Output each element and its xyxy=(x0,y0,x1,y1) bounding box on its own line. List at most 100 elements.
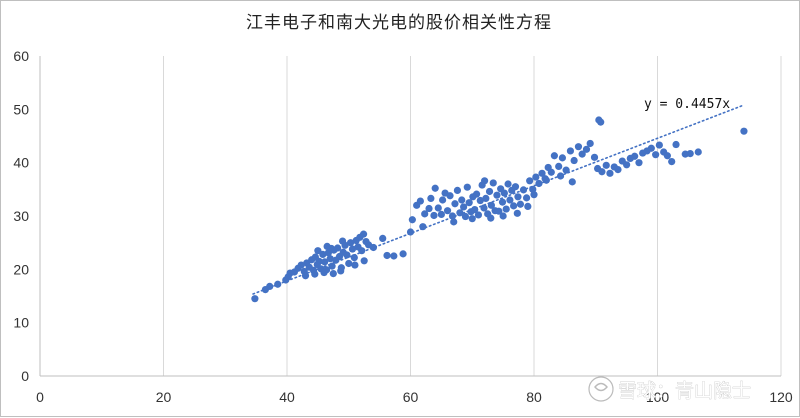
data-point xyxy=(493,191,501,199)
data-point xyxy=(360,257,368,265)
data-point xyxy=(319,250,327,258)
data-point xyxy=(345,259,353,268)
data-point xyxy=(461,212,470,221)
data-point xyxy=(598,168,606,176)
data-point xyxy=(425,204,433,213)
data-point xyxy=(547,168,555,176)
data-point xyxy=(383,251,391,260)
snowball-logo-icon xyxy=(588,376,614,402)
data-point xyxy=(481,177,489,185)
data-point xyxy=(655,141,663,149)
trendline-equation-label: y = 0.4457x xyxy=(644,97,730,112)
data-point xyxy=(311,270,319,278)
watermark-text: 雪球：青山隐士 xyxy=(618,380,751,402)
data-point xyxy=(337,267,345,275)
data-point xyxy=(476,196,484,205)
data-point xyxy=(314,247,322,255)
data-point xyxy=(530,191,538,199)
data-point xyxy=(510,202,518,210)
data-point xyxy=(606,169,614,177)
data-point xyxy=(568,178,576,186)
data-point xyxy=(522,194,531,202)
data-point xyxy=(740,127,748,135)
data-point xyxy=(474,211,483,219)
x-tick-label: 60 xyxy=(403,389,419,405)
y-tick-label: 40 xyxy=(13,155,29,171)
data-point xyxy=(347,239,355,247)
data-point xyxy=(329,270,337,278)
data-point xyxy=(672,140,680,149)
data-point xyxy=(514,193,522,201)
data-point xyxy=(595,116,603,124)
data-point xyxy=(506,196,514,204)
x-tick-label: 20 xyxy=(156,389,172,405)
data-point xyxy=(379,234,387,242)
axes: 0 20 40 60 80 100 120 0 10 20 30 40 50 60 xyxy=(13,48,792,405)
data-point xyxy=(327,244,336,253)
data-point xyxy=(526,177,534,185)
chart-title: 江丰电子和南大光电的股价相关性方程 xyxy=(246,13,552,33)
data-point xyxy=(500,189,508,197)
data-point xyxy=(408,216,416,224)
data-point xyxy=(602,161,610,169)
watermark: 雪球：青山隐士 xyxy=(588,376,751,402)
data-point xyxy=(652,151,660,159)
data-point xyxy=(578,150,586,158)
data-point xyxy=(439,196,447,204)
data-point xyxy=(251,295,259,303)
data-point xyxy=(458,196,466,204)
data-point xyxy=(635,159,643,167)
data-point xyxy=(465,199,473,207)
x-tick-label: 0 xyxy=(36,389,44,405)
data-point xyxy=(437,210,445,218)
data-point xyxy=(504,180,512,188)
data-point xyxy=(451,200,459,208)
data-point xyxy=(574,143,583,151)
data-point xyxy=(434,204,442,212)
data-point xyxy=(446,192,454,200)
data-point xyxy=(570,156,578,165)
data-point xyxy=(647,144,655,152)
data-point xyxy=(348,245,357,253)
x-tick-label: 40 xyxy=(279,389,295,405)
x-tick-label: 80 xyxy=(526,389,542,405)
data-point xyxy=(416,197,424,205)
data-point xyxy=(482,194,490,202)
data-point xyxy=(450,218,458,226)
data-point xyxy=(351,261,359,269)
data-point xyxy=(550,152,558,160)
y-tick-label: 20 xyxy=(13,261,29,277)
data-point xyxy=(555,162,563,170)
data-point xyxy=(538,169,546,177)
data-point xyxy=(326,255,334,263)
data-point xyxy=(369,243,378,252)
data-point xyxy=(343,251,351,259)
data-point xyxy=(359,230,368,238)
data-point xyxy=(431,184,439,192)
data-point xyxy=(427,194,435,202)
data-point xyxy=(390,252,398,260)
data-point xyxy=(566,147,575,155)
data-point xyxy=(338,237,347,245)
y-tick-label: 50 xyxy=(13,101,29,117)
data-point xyxy=(513,209,521,217)
x-tick-label: 100 xyxy=(646,389,670,405)
data-point xyxy=(668,158,676,166)
data-point xyxy=(315,257,323,265)
data-point xyxy=(320,268,328,277)
data-point xyxy=(532,173,540,181)
data-point xyxy=(498,198,507,206)
data-point xyxy=(472,190,481,198)
data-point xyxy=(453,186,462,194)
data-point xyxy=(266,282,274,290)
data-point xyxy=(480,204,488,212)
data-point xyxy=(499,212,507,220)
data-point xyxy=(463,183,471,191)
data-point xyxy=(694,148,702,156)
data-point xyxy=(524,202,532,210)
data-point xyxy=(511,183,520,191)
data-point xyxy=(297,261,305,269)
data-points xyxy=(251,116,748,303)
data-point xyxy=(502,205,510,213)
